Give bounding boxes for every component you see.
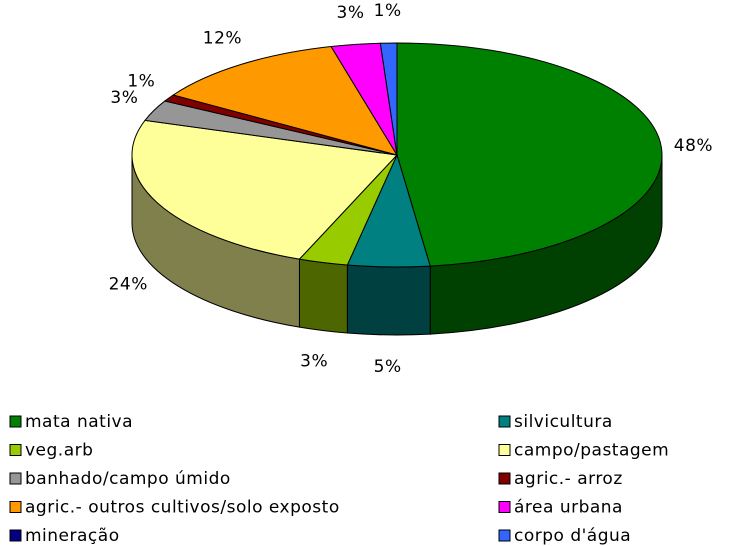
legend-swatch [9,415,22,428]
data-label: 3% [300,351,328,371]
slice [131,119,399,260]
legend-label: mata nativa [25,412,133,432]
legend-swatch [498,444,511,456]
legend-label: agric.- outros cultivos/solo exposto [25,498,340,518]
legend-swatch [498,529,511,542]
data-label: 3% [337,3,365,23]
legend-swatch [498,472,511,485]
legend-label: silvicultura [514,412,613,432]
slice-side [298,258,348,334]
legend-label: banhado/campo úmido [25,469,231,489]
legend-swatch [9,472,22,485]
slice [396,42,663,267]
data-label: 1% [374,1,402,21]
legend-label: agric.- arroz [514,469,623,489]
legend-swatch [498,501,511,513]
data-label: 48% [674,136,713,156]
legend-swatch [9,501,22,513]
slice-side [346,264,431,336]
data-label: 3% [110,88,138,108]
legend-label: corpo d'água [514,526,631,546]
slice [172,45,399,156]
legend-label: veg.arb [25,441,93,461]
legend-label: área urbana [514,498,623,518]
data-label: 12% [203,29,242,49]
data-label: 5% [374,357,402,377]
legend-label: mineração [25,526,120,546]
legend-swatch [498,415,511,428]
data-label: 1% [127,72,155,92]
slice [379,42,398,156]
legend-swatch [9,529,22,542]
legend-swatch [9,444,22,456]
data-label: 24% [109,274,148,294]
legend-label: campo/pastagem [514,441,669,461]
